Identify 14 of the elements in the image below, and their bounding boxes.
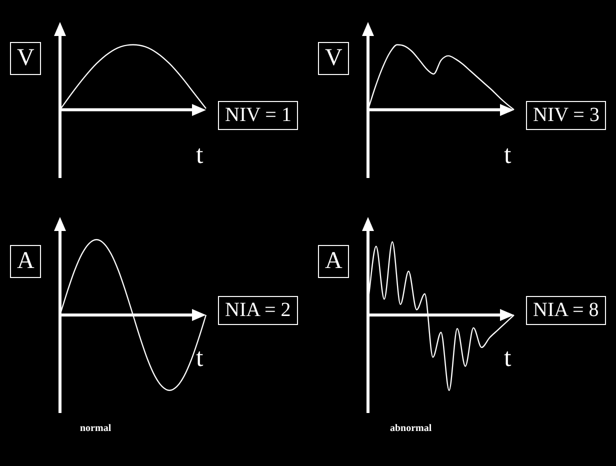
text: NIA = 2 [218, 296, 298, 325]
y-axis-title: A [10, 245, 42, 278]
text: NIA = 8 [526, 296, 606, 325]
x-axis-title: t [504, 140, 512, 170]
y-axis-title: V [318, 42, 350, 75]
y-axis-title: V [10, 42, 42, 75]
text: NIV = 3 [526, 101, 606, 130]
text: NIV = 1 [218, 101, 298, 130]
x-axis-title: t [504, 343, 512, 373]
text: normal [80, 423, 112, 434]
text: abnormal [390, 423, 432, 434]
x-axis-title: t [196, 343, 204, 373]
y-axis-title: A [318, 245, 350, 278]
x-axis-title: t [196, 140, 204, 170]
